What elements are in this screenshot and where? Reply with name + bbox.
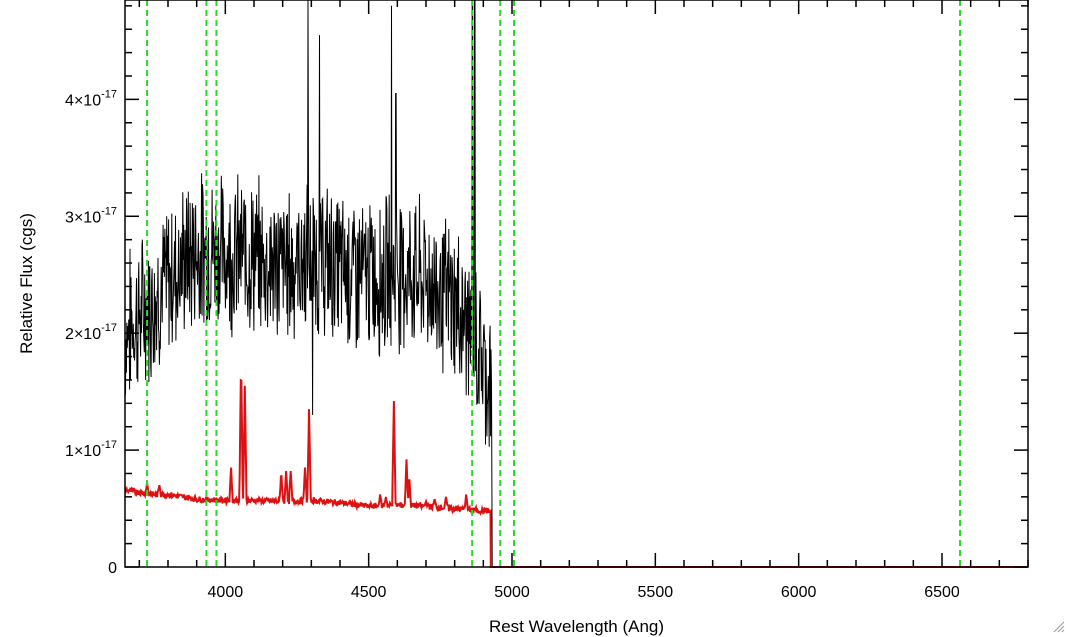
resize-grip-icon[interactable] <box>1053 621 1065 633</box>
y-tick-labels: 0 1×10-17 2×10-17 3×10-17 4×10-17 <box>65 88 117 577</box>
tick-marks <box>125 0 1029 568</box>
spectra-layer <box>124 0 1028 568</box>
y-axis-title: Relative Flux (cgs) <box>17 213 36 354</box>
x-tick-label-6000: 6000 <box>781 584 817 601</box>
y-tick-label: 0 <box>108 560 117 577</box>
plot-frame <box>124 0 1029 568</box>
x-tick-labels: 4000 4500 5000 5500 6000 6500 <box>208 584 960 601</box>
x-tick-label-5500: 5500 <box>638 584 674 601</box>
x-tick-label-4500: 4500 <box>351 584 387 601</box>
reference-lines-layer <box>146 0 962 567</box>
spectrum-series-0 <box>124 0 493 568</box>
x-tick-label-4000: 4000 <box>208 584 244 601</box>
x-tick-label-5000: 5000 <box>494 584 530 601</box>
y-tick-label: 3×10-17 <box>65 205 117 226</box>
y-tick-label: 4×10-17 <box>65 88 117 109</box>
x-tick-label-6500: 6500 <box>924 584 960 601</box>
y-tick-label: 2×10-17 <box>65 322 117 343</box>
x-axis-title: Rest Wavelength (Ang) <box>489 617 664 636</box>
y-tick-label: 1×10-17 <box>65 439 117 460</box>
spectrum-series-1 <box>124 378 1028 568</box>
